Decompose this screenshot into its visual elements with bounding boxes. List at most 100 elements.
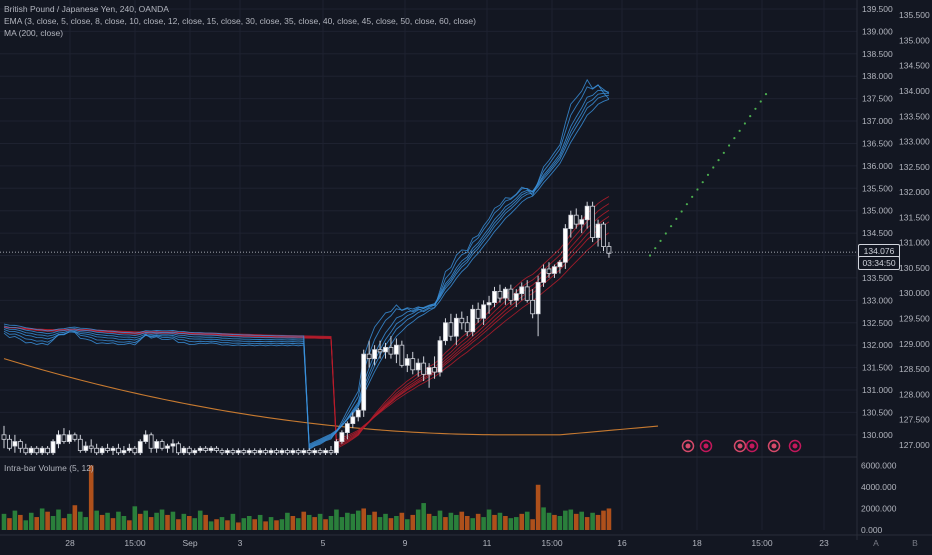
candle-up <box>513 293 519 301</box>
grid-lines <box>0 0 857 530</box>
forecast-dot <box>759 100 762 103</box>
candle-down <box>61 434 67 442</box>
volume-bar <box>165 514 170 530</box>
forecast-dot <box>749 115 752 118</box>
candle-down <box>72 434 78 440</box>
candle-up <box>154 441 160 449</box>
volume-bar <box>372 511 377 530</box>
candle-up <box>595 223 601 238</box>
volume-bar <box>557 516 563 530</box>
candle-up <box>426 367 432 375</box>
volume-bar <box>18 514 23 530</box>
volume-bar <box>274 520 279 530</box>
right-tick-label: 129.000 <box>899 339 930 349</box>
volume-bar <box>116 511 121 530</box>
volume-bar <box>323 519 328 530</box>
candle-down <box>34 447 40 454</box>
left-tick-label: 139.000 <box>862 26 893 36</box>
candle-up <box>584 205 590 221</box>
volume-bar <box>410 514 416 530</box>
event-marker-dot <box>685 443 691 449</box>
left-tick-label: 134.500 <box>862 228 893 238</box>
forecast-dot <box>696 188 699 191</box>
volume-bar <box>546 512 552 530</box>
volume-bar <box>148 517 154 530</box>
candle-down <box>214 447 219 451</box>
candle-up <box>492 290 497 303</box>
left-tick-label: 135.000 <box>862 206 893 216</box>
candle-up <box>83 445 89 451</box>
ma-legend[interactable]: MA (200, close) <box>4 28 64 38</box>
candle-down <box>448 322 454 337</box>
time-tick-label: 18 <box>692 538 702 548</box>
volume-bar <box>475 513 481 530</box>
forecast-dot <box>738 129 741 132</box>
volume-bar <box>127 520 132 530</box>
candle-up <box>268 450 274 454</box>
candle-up <box>192 450 198 454</box>
volume-bar <box>143 510 148 530</box>
left-tick-label: 136.000 <box>862 161 893 171</box>
ema-legend[interactable]: EMA (3, close, 5, close, 8, close, 10, c… <box>4 16 476 26</box>
time-tick-label: 15:00 <box>541 538 563 548</box>
ma200-path <box>3 358 659 436</box>
right-tick-label: 131.500 <box>899 212 930 222</box>
candle-up <box>552 266 557 274</box>
ema-fast-ribbon <box>3 78 610 451</box>
forecast-dot <box>722 151 725 154</box>
candle-down <box>546 268 552 274</box>
candle-up <box>383 347 388 353</box>
right-tick-label: 130.000 <box>899 288 930 298</box>
right-tick-label: 132.500 <box>899 162 930 172</box>
candle-up <box>334 441 339 454</box>
candle-up <box>246 450 252 454</box>
candle-up <box>535 282 541 315</box>
time-tick-label: 9 <box>403 538 408 548</box>
candle-up <box>110 447 116 451</box>
volume-legend[interactable]: Intra-bar Volume (5, 12) <box>4 463 94 473</box>
volume-bar <box>426 513 432 530</box>
right-tick-label: 134.000 <box>899 86 930 96</box>
event-markers <box>681 439 802 453</box>
volume-bar <box>1 513 7 530</box>
candle-up <box>312 450 318 454</box>
candle-down <box>175 443 181 454</box>
candle-down <box>306 450 312 454</box>
event-marker-dot <box>771 443 777 449</box>
left-tick-label: 130.000 <box>862 430 893 440</box>
left-tick-label: 132.500 <box>862 318 893 328</box>
volume-bar <box>72 505 78 530</box>
volume-bar <box>301 511 307 530</box>
event-marker-dot <box>792 443 798 449</box>
forecast-dot <box>733 137 736 140</box>
candle-up <box>355 409 361 418</box>
volume-bar <box>39 508 45 530</box>
candle-up <box>481 304 487 319</box>
candle-down <box>116 447 121 454</box>
candle-up <box>99 447 105 454</box>
volume-bar <box>530 519 535 530</box>
candle-down <box>601 223 606 247</box>
candle-up <box>279 450 285 454</box>
candle-up <box>143 434 149 442</box>
volume-bar <box>306 514 312 530</box>
candle-up <box>453 317 459 337</box>
volume-bar <box>443 517 448 530</box>
candle-up <box>568 214 574 230</box>
forecast-dot <box>727 144 731 147</box>
forecast-dot <box>680 210 683 213</box>
time-tick-label: 23 <box>819 538 829 548</box>
volume-bar <box>67 513 72 530</box>
volume-bar <box>535 484 541 530</box>
candle-up <box>393 344 399 355</box>
time-tick-label: 3 <box>238 538 243 548</box>
right-tick-label: 135.500 <box>899 10 930 20</box>
volume-bar <box>508 518 514 530</box>
candle-down <box>590 205 595 238</box>
volume-bar <box>208 521 214 530</box>
event-marker-dot <box>703 443 709 449</box>
volume-bar <box>339 517 345 530</box>
left-tick-label: 138.500 <box>862 49 893 59</box>
